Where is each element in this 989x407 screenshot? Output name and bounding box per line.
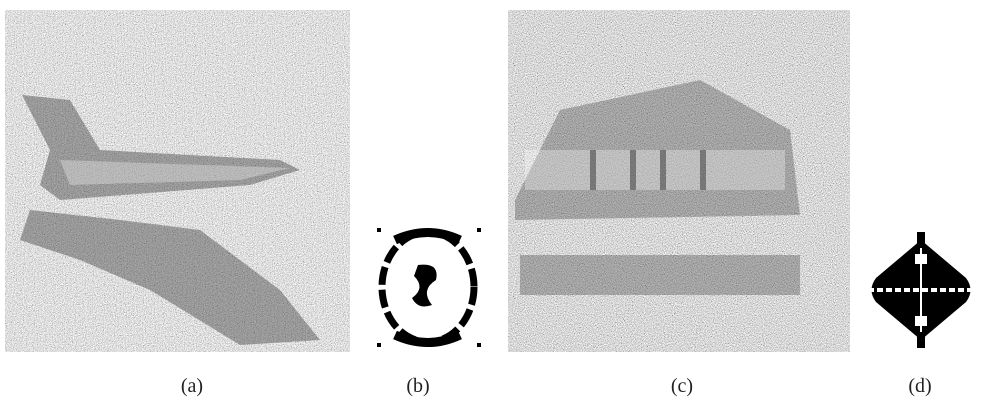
panel-label: (c): [671, 375, 693, 397]
panel-label: (d): [908, 375, 931, 397]
panel-a-image: [5, 10, 350, 352]
panel-d-watermark: [868, 232, 978, 348]
panel-b-watermark: [377, 228, 481, 347]
panel-label: (b): [406, 375, 429, 397]
figure: (a) (b) (c) (d): [0, 0, 989, 407]
panel-label: (a): [181, 375, 203, 397]
panel-c-image: [508, 10, 850, 352]
